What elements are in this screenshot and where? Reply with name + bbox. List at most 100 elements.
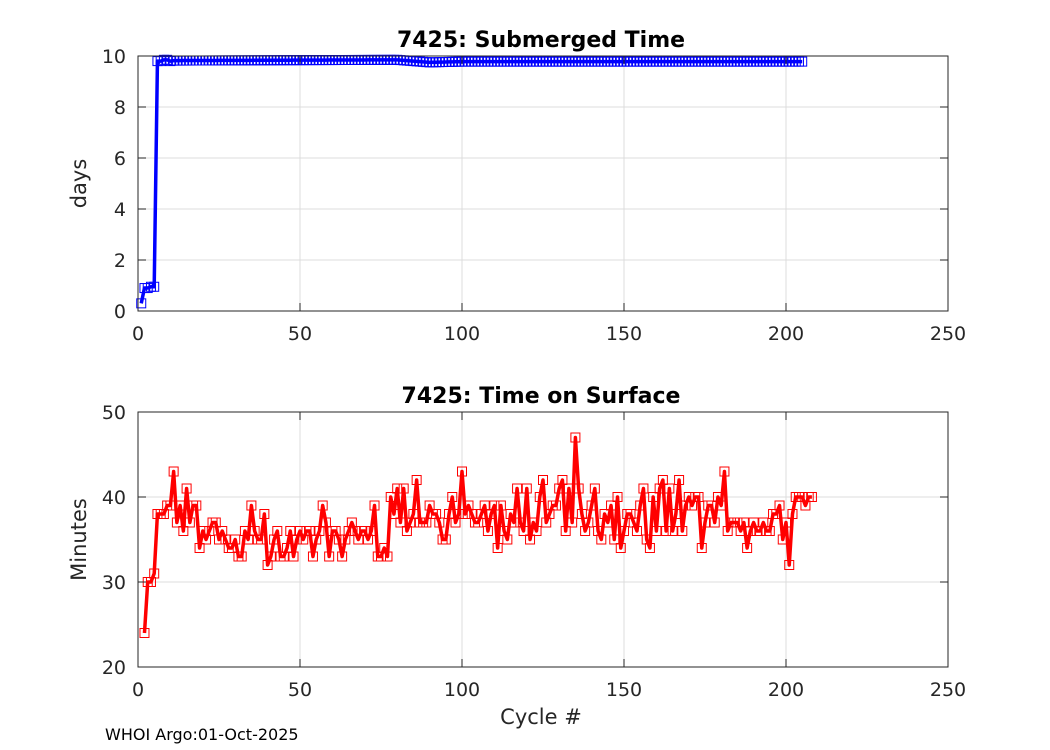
surface-time-point	[602, 517, 613, 528]
surface-time-point	[777, 534, 788, 545]
surface-time-point	[742, 543, 753, 553]
surface-time-point	[521, 483, 532, 494]
surface-time-point	[700, 517, 710, 528]
surface-time-point	[583, 517, 594, 528]
surface-time-point	[385, 492, 396, 502]
surface-time-point	[709, 517, 720, 528]
surface-time-point	[285, 526, 296, 536]
surface-time-point	[181, 483, 192, 494]
surface-time-axes-box	[137, 411, 949, 668]
surface-time-point	[230, 534, 241, 545]
submerged-time-ytick-label: 6	[114, 148, 126, 170]
surface-time-point	[693, 492, 704, 502]
surface-time-point	[175, 500, 186, 511]
surface-time-point	[567, 517, 578, 528]
surface-time-xlabel: Cycle #	[500, 705, 582, 729]
surface-time-chart: 0 50 100 150 200 250 20 30 40 50 7425: Time on Su…	[67, 384, 966, 729]
surface-time-point	[440, 534, 451, 545]
submerged-time-line	[139, 58, 803, 304]
surface-time-point	[738, 517, 749, 528]
surface-time-point	[139, 628, 150, 638]
surface-time-point	[706, 500, 717, 511]
submerged-time-point	[149, 281, 160, 292]
surface-time-point	[651, 526, 662, 536]
surface-time-point	[664, 483, 675, 494]
footer-credit: WHOI Argo:01-Oct-2025	[105, 725, 299, 744]
surface-time-point	[392, 483, 403, 494]
surface-time-point	[210, 517, 221, 528]
surface-time-point	[272, 526, 283, 536]
surface-time-point	[560, 526, 571, 536]
surface-time-point	[314, 526, 325, 536]
surface-time-point	[563, 483, 574, 494]
submerged-time-point	[162, 54, 173, 65]
submerged-time-xtick-label: 50	[288, 323, 312, 345]
surface-time-point	[596, 534, 607, 545]
surface-time-point	[236, 551, 247, 562]
surface-time-point	[382, 551, 393, 562]
surface-time-point	[774, 500, 785, 511]
surface-time-point	[411, 475, 422, 485]
submerged-time-xtick-label: 200	[768, 323, 804, 345]
surface-time-point	[453, 509, 464, 519]
surface-time-xtick-label: 50	[288, 679, 312, 701]
surface-time-point	[265, 551, 276, 562]
surface-time-point	[482, 526, 493, 536]
surface-time-ylabel: Minutes	[67, 498, 91, 581]
surface-time-point	[495, 500, 506, 511]
surface-time-point	[395, 517, 406, 528]
surface-time-point	[674, 475, 685, 485]
surface-time-point	[576, 509, 587, 519]
surface-time-point	[644, 543, 655, 553]
surface-time-point	[320, 517, 331, 528]
submerged-time-xtick-label: 150	[606, 323, 642, 345]
surface-time-point	[259, 509, 270, 519]
surface-time-point	[366, 526, 377, 536]
surface-time-point	[784, 560, 795, 570]
surface-time-point	[171, 517, 182, 528]
surface-time-point	[619, 526, 629, 536]
surface-time-point	[534, 492, 545, 502]
surface-time-point	[317, 500, 328, 511]
surface-time-point	[787, 509, 798, 519]
surface-time-point	[369, 500, 380, 511]
surface-time-xtick-label: 100	[444, 679, 480, 701]
submerged-time-xtick-label: 250	[930, 323, 966, 345]
surface-time-point	[246, 500, 257, 511]
surface-time-point	[606, 500, 617, 511]
surface-time-point	[550, 500, 561, 511]
surface-time-point	[324, 551, 335, 562]
surface-time-xtick-label: 0	[132, 679, 144, 701]
submerged-time-grid	[137, 55, 949, 312]
submerged-time-xtick-label: 0	[132, 323, 144, 345]
surface-time-point	[657, 475, 668, 485]
surface-time-point	[489, 500, 500, 511]
submerged-time-point	[136, 298, 147, 309]
surface-time-point	[538, 475, 548, 485]
surface-time-point	[434, 517, 445, 528]
surface-time-point	[661, 526, 672, 536]
surface-time-point	[304, 526, 315, 536]
surface-time-point	[184, 517, 195, 528]
surface-time-point	[764, 526, 775, 536]
surface-time-xtick-label: 250	[930, 679, 966, 701]
surface-time-point	[444, 509, 455, 519]
surface-time-point	[282, 543, 293, 553]
submerged-time-point	[142, 283, 153, 294]
surface-time-point	[570, 432, 581, 443]
surface-time-point	[670, 509, 681, 519]
surface-time-point	[531, 526, 542, 536]
surface-time-point	[191, 500, 202, 511]
surface-time-point	[696, 543, 707, 553]
submerged-time-ytick-label: 0	[114, 301, 126, 323]
surface-time-markers	[139, 432, 817, 638]
surface-time-line	[142, 435, 812, 634]
surface-time-xtick-label: 150	[606, 679, 642, 701]
surface-time-point	[612, 492, 623, 502]
surface-time-point	[677, 526, 688, 536]
surface-time-point	[806, 492, 817, 502]
surface-time-point	[168, 466, 179, 477]
surface-time-point	[457, 466, 467, 477]
surface-time-point	[243, 534, 254, 545]
